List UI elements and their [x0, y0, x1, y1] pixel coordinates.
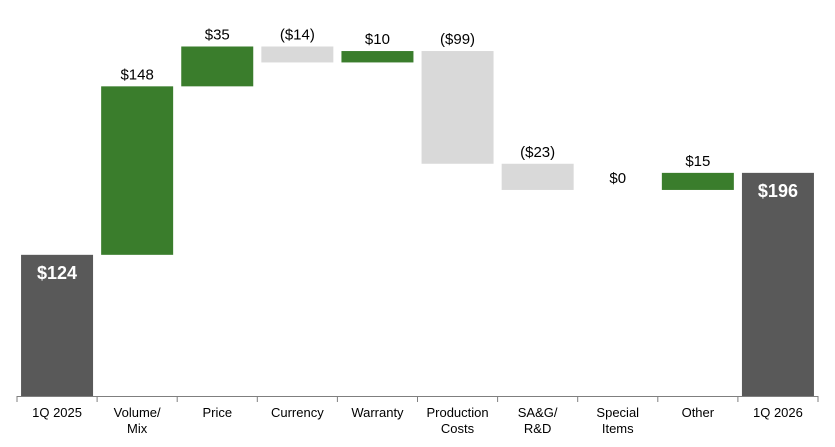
x-tick-label-price: Price [202, 405, 232, 420]
bar-1q-2026 [741, 172, 814, 396]
x-tick-label-volume-mix: Volume/Mix [114, 405, 161, 436]
data-label-warranty: $10 [365, 31, 390, 48]
x-tick-label-1q-2025: 1Q 2025 [32, 405, 82, 420]
x-tick-label-production-costs: Production Costs [426, 405, 488, 436]
bar-1q-2025 [21, 254, 94, 396]
data-label-special-items: $0 [609, 170, 626, 187]
x-tick-label-other: Other [682, 405, 715, 420]
data-label-other: $15 [685, 153, 710, 170]
bar-warranty [341, 51, 414, 63]
data-label-volume-mix: $148 [120, 66, 153, 83]
bar-sa-g-r-d [501, 163, 574, 190]
data-label-production-costs: ($99) [440, 31, 475, 48]
bar-volume-mix [101, 86, 174, 255]
bar-production-costs [421, 51, 494, 164]
x-tick-label-currency: Currency [271, 405, 324, 420]
bar-other [661, 172, 734, 190]
bar-currency [261, 46, 334, 63]
x-tick-label-special-items: Special Items [596, 405, 639, 436]
bar-price [181, 46, 254, 87]
x-tick-label-1q-2026: 1Q 2026 [753, 405, 803, 420]
data-label-sa-g-r-d: ($23) [520, 144, 555, 161]
x-tick-label-warranty: Warranty [351, 405, 404, 420]
data-label-1q-2025: $124 [37, 263, 77, 283]
data-label-1q-2026: $196 [758, 181, 798, 201]
data-label-price: $35 [205, 26, 230, 43]
x-tick-label-sa-g-r-d: SA&G/R&D [518, 405, 558, 436]
data-label-currency: ($14) [280, 26, 315, 43]
